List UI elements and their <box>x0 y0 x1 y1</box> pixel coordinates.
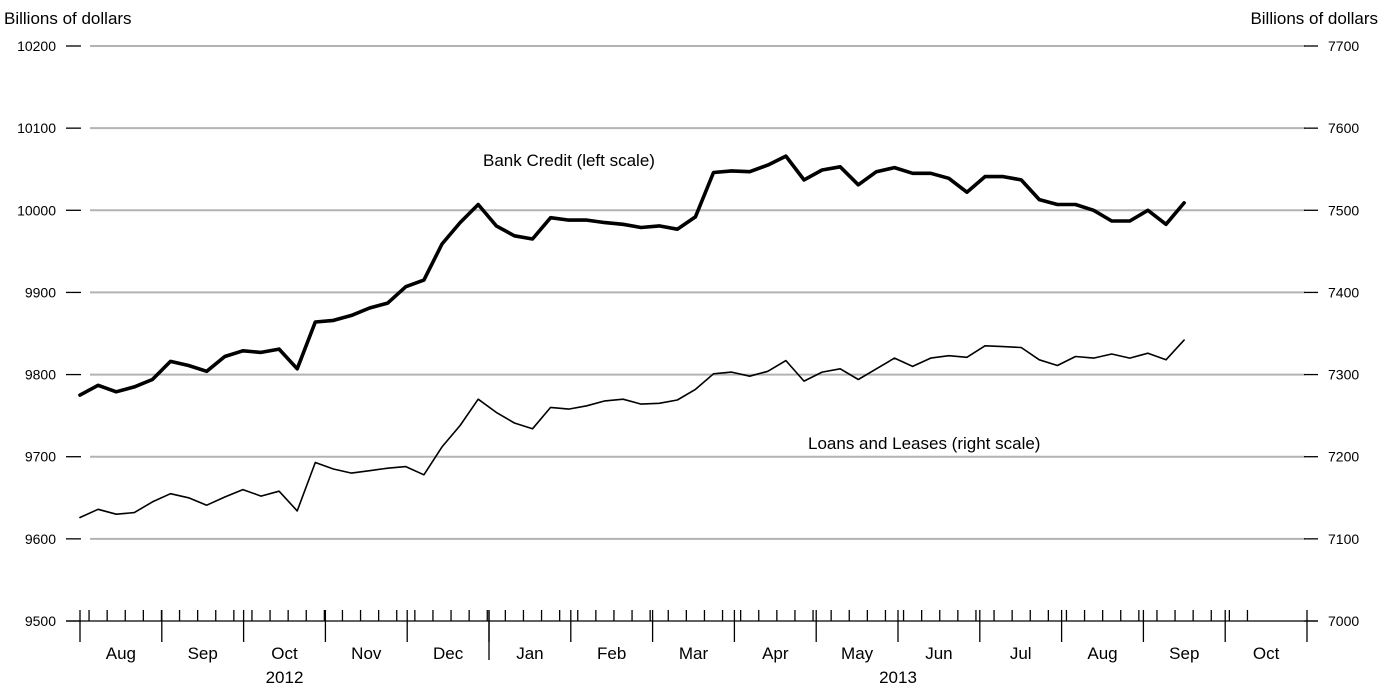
series-line-bank-credit <box>78 154 1186 397</box>
right-axis: 7700 7600 7500 7400 7300 7200 7100 7000 <box>1304 38 1359 629</box>
right-axis-tick-label: 7300 <box>1328 367 1359 383</box>
x-axis-month-label: Jun <box>925 644 952 663</box>
right-axis-title: Billions of dollars <box>1250 9 1378 28</box>
x-axis: Aug Sep Oct Nov Dec Jan Feb Mar Apr May Jun Jul Aug S… <box>66 610 1318 687</box>
x-axis-month-label: May <box>841 644 874 663</box>
x-axis-month-label: Jul <box>1010 644 1032 663</box>
left-axis: 10200 10100 10000 9900 9800 9700 9600 9500 <box>17 38 81 629</box>
right-axis-tick-label: 7200 <box>1328 449 1359 465</box>
right-axis-tick-label: 7600 <box>1328 120 1359 136</box>
x-axis-month-label: Dec <box>433 644 464 663</box>
left-axis-tick-label: 9600 <box>25 531 56 547</box>
series-label-bank-credit: Bank Credit (left scale) <box>483 151 655 170</box>
left-axis-tick-label: 9700 <box>25 449 56 465</box>
left-axis-tick-label: 10000 <box>17 202 56 218</box>
x-axis-month-label: Apr <box>762 644 789 663</box>
x-axis-month-label: Nov <box>351 644 382 663</box>
x-axis-year-label: 2012 <box>266 668 304 687</box>
gridlines <box>90 45 1305 540</box>
x-axis-month-label: Aug <box>1087 644 1117 663</box>
x-axis-month-label: Aug <box>106 644 136 663</box>
right-axis-tick-label: 7400 <box>1328 284 1359 300</box>
right-axis-tick-label: 7500 <box>1328 202 1359 218</box>
x-axis-month-label: Mar <box>679 644 709 663</box>
right-axis-tick-label: 7000 <box>1328 613 1359 629</box>
series-line-loans-and-leases <box>79 339 1185 519</box>
left-axis-tick-label: 10100 <box>17 120 56 136</box>
x-axis-year-label: 2013 <box>879 668 917 687</box>
left-axis-tick-label: 10200 <box>17 38 56 54</box>
right-axis-tick-label: 7700 <box>1328 38 1359 54</box>
x-axis-month-label: Oct <box>1253 644 1280 663</box>
right-axis-tick-label: 7100 <box>1328 531 1359 547</box>
x-axis-month-label: Sep <box>1169 644 1199 663</box>
series-label-loans-and-leases: Loans and Leases (right scale) <box>808 434 1040 453</box>
left-axis-title: Billions of dollars <box>4 9 132 28</box>
left-axis-tick-label: 9500 <box>25 613 56 629</box>
x-axis-month-label: Sep <box>188 644 218 663</box>
left-axis-tick-label: 9800 <box>25 367 56 383</box>
x-axis-month-label: Feb <box>597 644 626 663</box>
x-axis-month-label: Jan <box>516 644 543 663</box>
left-axis-tick-label: 9900 <box>25 284 56 300</box>
series-lines <box>78 154 1186 519</box>
x-axis-month-label: Oct <box>271 644 298 663</box>
